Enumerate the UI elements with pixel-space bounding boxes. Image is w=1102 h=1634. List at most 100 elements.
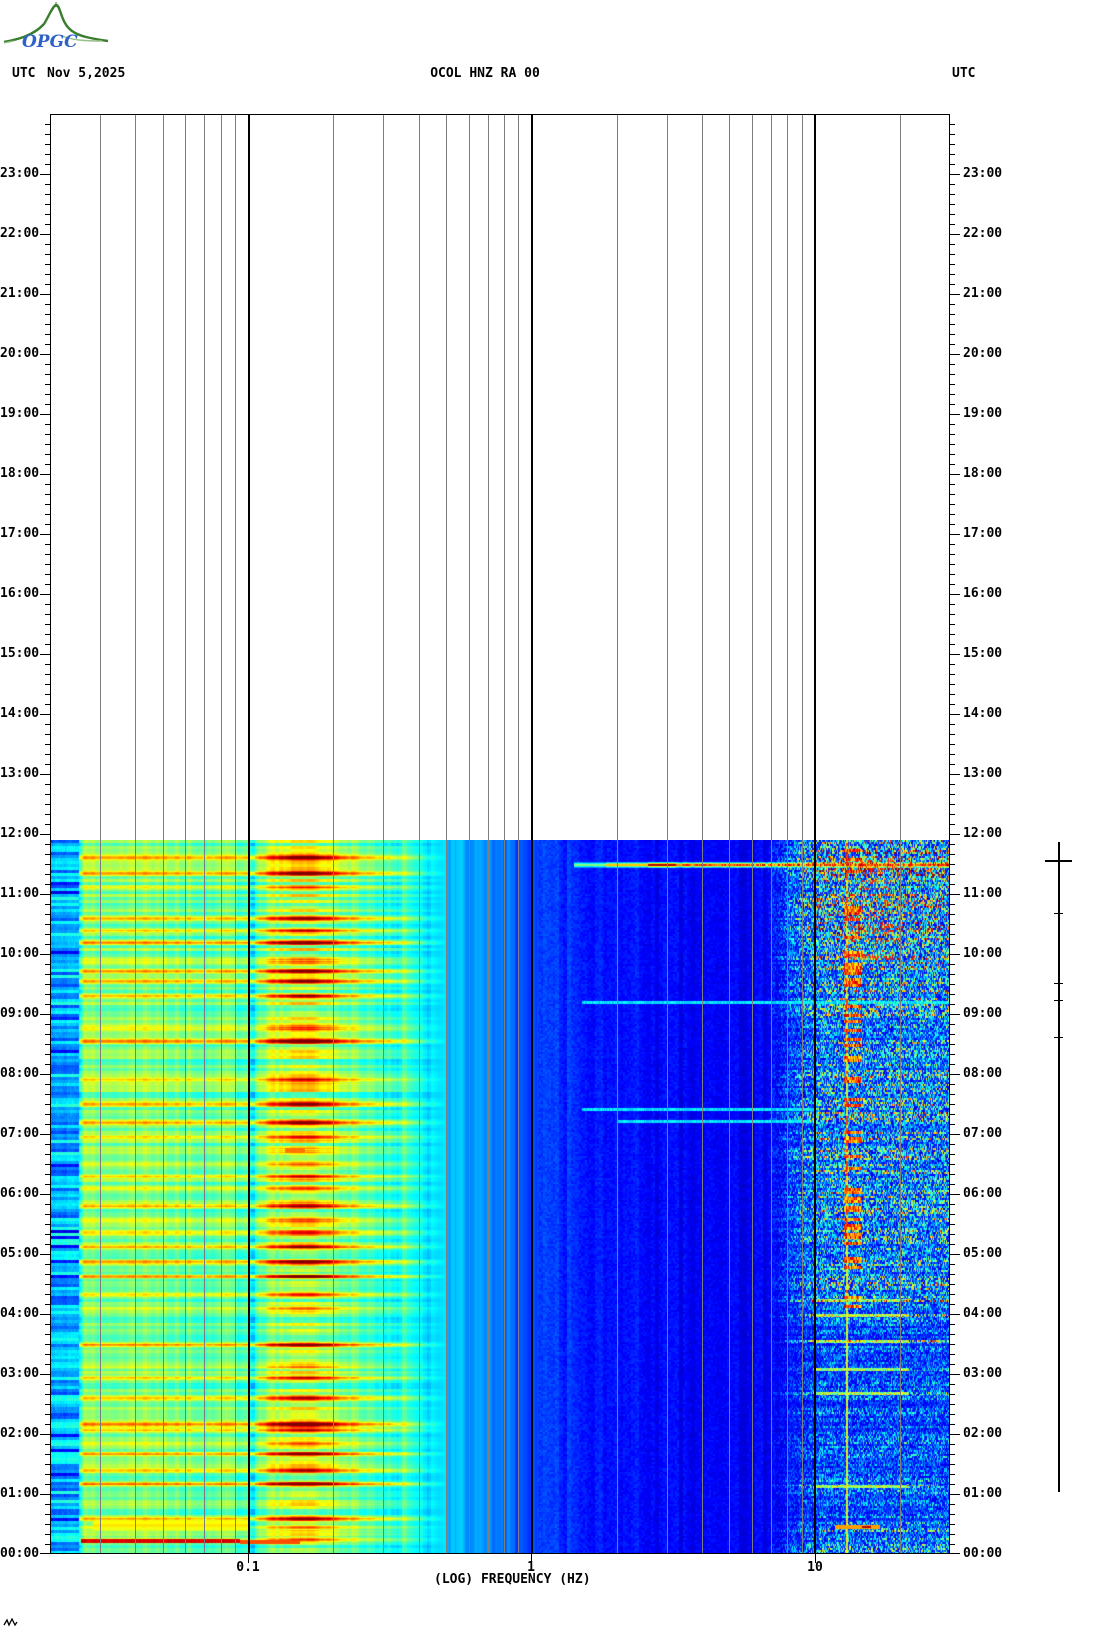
ytick-minor-right bbox=[950, 974, 955, 975]
ytick-minor-right bbox=[950, 344, 955, 345]
ytick-minor-left bbox=[45, 164, 50, 165]
hour-label-left-14:00: 14:00 bbox=[0, 706, 40, 721]
ytick-minor-left bbox=[45, 764, 50, 765]
ytick-minor-right bbox=[950, 644, 955, 645]
ytick-minor-left bbox=[45, 484, 50, 485]
ytick-minor-right bbox=[950, 1024, 955, 1025]
ytick-minor-left bbox=[45, 284, 50, 285]
ytick-minor-right bbox=[950, 1384, 955, 1385]
ytick-minor-right bbox=[950, 1004, 955, 1005]
ytick-minor-right bbox=[950, 1234, 955, 1235]
gridline-0.5hz bbox=[446, 115, 447, 1553]
hour-label-left-08:00: 08:00 bbox=[0, 1066, 40, 1081]
hour-label-left-21:00: 21:00 bbox=[0, 286, 40, 301]
ytick-major-right bbox=[950, 834, 960, 835]
ytick-minor-right bbox=[950, 914, 955, 915]
ytick-minor-right bbox=[950, 164, 955, 165]
ytick-minor-left bbox=[45, 1384, 50, 1385]
ytick-minor-right bbox=[950, 484, 955, 485]
hour-label-left-03:00: 03:00 bbox=[0, 1366, 40, 1381]
hour-label-right-04:00: 04:00 bbox=[963, 1306, 1003, 1321]
ytick-minor-left bbox=[45, 1354, 50, 1355]
ytick-major-right bbox=[950, 954, 960, 955]
hour-label-left-00:00: 00:00 bbox=[0, 1546, 40, 1561]
ytick-minor-right bbox=[950, 1124, 955, 1125]
ytick-minor-left bbox=[45, 1344, 50, 1345]
ytick-minor-right bbox=[950, 144, 955, 145]
hour-label-left-04:00: 04:00 bbox=[0, 1306, 40, 1321]
ytick-major-right bbox=[950, 294, 960, 295]
hour-label-right-19:00: 19:00 bbox=[963, 406, 1003, 421]
ytick-minor-right bbox=[950, 454, 955, 455]
ytick-minor-left bbox=[45, 1474, 50, 1475]
ytick-minor-right bbox=[950, 124, 955, 125]
ytick-minor-left bbox=[45, 904, 50, 905]
ytick-major-right bbox=[950, 1074, 960, 1075]
ytick-major-left bbox=[40, 774, 50, 775]
ytick-minor-right bbox=[950, 1094, 955, 1095]
ytick-major-right bbox=[950, 1194, 960, 1195]
gridline-0.4hz bbox=[419, 115, 420, 1553]
ytick-minor-left bbox=[45, 344, 50, 345]
ytick-major-left bbox=[40, 1374, 50, 1375]
spectrogram-canvas bbox=[51, 840, 949, 1554]
ytick-minor-right bbox=[950, 964, 955, 965]
ytick-minor-left bbox=[45, 394, 50, 395]
ytick-minor-right bbox=[950, 754, 955, 755]
ytick-minor-right bbox=[950, 1544, 955, 1545]
ytick-minor-right bbox=[950, 674, 955, 675]
ytick-minor-right bbox=[950, 564, 955, 565]
gridline-decade-0.1hz bbox=[248, 115, 250, 1553]
ytick-minor-left bbox=[45, 624, 50, 625]
ytick-minor-left bbox=[45, 494, 50, 495]
ytick-minor-right bbox=[950, 524, 955, 525]
ytick-minor-left bbox=[45, 434, 50, 435]
ytick-minor-right bbox=[950, 944, 955, 945]
ytick-minor-right bbox=[950, 584, 955, 585]
logo-mountain-echo bbox=[3, 35, 103, 44]
ytick-minor-left bbox=[45, 1034, 50, 1035]
hour-label-right-22:00: 22:00 bbox=[963, 226, 1003, 241]
ytick-minor-right bbox=[950, 744, 955, 745]
ytick-minor-left bbox=[45, 1004, 50, 1005]
ytick-minor-right bbox=[950, 1274, 955, 1275]
ytick-minor-right bbox=[950, 1184, 955, 1185]
ytick-major-right bbox=[950, 774, 960, 775]
ytick-minor-left bbox=[45, 504, 50, 505]
ytick-minor-left bbox=[45, 574, 50, 575]
hour-label-right-10:00: 10:00 bbox=[963, 946, 1003, 961]
gridline-0.2hz bbox=[333, 115, 334, 1553]
ytick-minor-left bbox=[45, 464, 50, 465]
ytick-minor-left bbox=[45, 364, 50, 365]
ytick-minor-left bbox=[45, 664, 50, 665]
ytick-minor-left bbox=[45, 1144, 50, 1145]
ytick-minor-right bbox=[950, 204, 955, 205]
ytick-minor-right bbox=[950, 1534, 955, 1535]
ytick-minor-right bbox=[950, 574, 955, 575]
gridline-0.07hz bbox=[204, 115, 205, 1553]
hour-label-right-18:00: 18:00 bbox=[963, 466, 1003, 481]
ytick-minor-right bbox=[950, 1514, 955, 1515]
ytick-minor-left bbox=[45, 1154, 50, 1155]
ytick-major-right bbox=[950, 1494, 960, 1495]
ytick-minor-left bbox=[45, 1534, 50, 1535]
hour-label-right-01:00: 01:00 bbox=[963, 1486, 1003, 1501]
ytick-minor-left bbox=[45, 144, 50, 145]
gridline-7hz bbox=[771, 115, 772, 1553]
ytick-minor-left bbox=[45, 914, 50, 915]
ytick-minor-left bbox=[45, 1184, 50, 1185]
ytick-minor-left bbox=[45, 214, 50, 215]
ytick-minor-left bbox=[45, 1054, 50, 1055]
ytick-minor-right bbox=[950, 554, 955, 555]
ytick-minor-right bbox=[950, 134, 955, 135]
ytick-minor-right bbox=[950, 1044, 955, 1045]
ytick-major-right bbox=[950, 1374, 960, 1375]
hour-label-right-05:00: 05:00 bbox=[963, 1246, 1003, 1261]
ytick-minor-left bbox=[45, 1524, 50, 1525]
gridline-9hz bbox=[802, 115, 803, 1553]
ytick-minor-left bbox=[45, 424, 50, 425]
ytick-minor-left bbox=[45, 1234, 50, 1235]
x-axis-title: (LOG) FREQUENCY (HZ) bbox=[434, 1572, 591, 1587]
hour-label-right-06:00: 06:00 bbox=[963, 1186, 1003, 1201]
ytick-minor-right bbox=[950, 1504, 955, 1505]
